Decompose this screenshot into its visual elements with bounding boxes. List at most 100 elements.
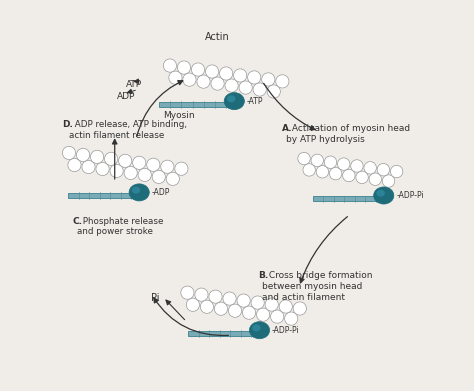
- Circle shape: [265, 298, 278, 311]
- Circle shape: [110, 164, 123, 178]
- Circle shape: [206, 65, 219, 78]
- Ellipse shape: [224, 93, 245, 110]
- Circle shape: [391, 165, 403, 178]
- Text: D.: D.: [62, 120, 73, 129]
- Circle shape: [133, 156, 146, 169]
- Circle shape: [369, 173, 382, 185]
- Text: Activation of myosin head: Activation of myosin head: [290, 124, 410, 133]
- FancyBboxPatch shape: [159, 102, 233, 107]
- Ellipse shape: [129, 184, 149, 201]
- Circle shape: [166, 172, 180, 185]
- Circle shape: [267, 85, 280, 98]
- Text: ADP: ADP: [117, 92, 135, 101]
- Text: Actin: Actin: [205, 32, 230, 42]
- Text: A.: A.: [282, 124, 292, 133]
- Ellipse shape: [249, 322, 270, 339]
- Circle shape: [177, 61, 191, 74]
- Circle shape: [247, 71, 261, 84]
- Circle shape: [197, 75, 210, 88]
- Text: ATP: ATP: [127, 81, 143, 90]
- Text: Myosin: Myosin: [163, 111, 195, 120]
- Circle shape: [239, 81, 252, 94]
- Circle shape: [195, 288, 208, 301]
- Text: and actin filament: and actin filament: [262, 293, 345, 302]
- Text: -ADP: -ADP: [152, 188, 170, 197]
- Circle shape: [223, 292, 236, 305]
- Circle shape: [91, 150, 104, 163]
- Circle shape: [124, 166, 137, 179]
- Circle shape: [209, 290, 222, 303]
- Circle shape: [298, 152, 310, 165]
- Circle shape: [175, 162, 188, 175]
- Circle shape: [383, 175, 395, 187]
- Text: Cross bridge formation: Cross bridge formation: [266, 271, 373, 280]
- Circle shape: [181, 286, 194, 299]
- Ellipse shape: [132, 187, 140, 194]
- Circle shape: [225, 79, 238, 92]
- Text: -ADP-Pi: -ADP-Pi: [396, 191, 424, 200]
- FancyBboxPatch shape: [313, 196, 383, 201]
- Ellipse shape: [374, 187, 394, 204]
- Circle shape: [82, 160, 95, 174]
- Circle shape: [152, 170, 165, 183]
- Circle shape: [164, 59, 176, 72]
- Text: ADP release, ATP binding,: ADP release, ATP binding,: [72, 120, 187, 129]
- Circle shape: [276, 75, 289, 88]
- Circle shape: [118, 154, 132, 167]
- FancyBboxPatch shape: [189, 331, 258, 336]
- Text: C.: C.: [72, 217, 82, 226]
- Circle shape: [169, 71, 182, 84]
- Ellipse shape: [227, 95, 236, 102]
- Circle shape: [243, 306, 255, 319]
- Circle shape: [76, 148, 90, 161]
- Circle shape: [186, 298, 200, 311]
- Circle shape: [234, 69, 247, 82]
- Circle shape: [256, 308, 270, 321]
- Circle shape: [351, 160, 363, 172]
- Circle shape: [211, 77, 224, 90]
- Circle shape: [316, 165, 328, 178]
- Text: -ATP: -ATP: [246, 97, 263, 106]
- Circle shape: [63, 146, 75, 160]
- Circle shape: [279, 300, 292, 313]
- Circle shape: [146, 158, 160, 171]
- Circle shape: [293, 302, 306, 315]
- Circle shape: [191, 63, 205, 76]
- Text: between myosin head: between myosin head: [262, 282, 363, 291]
- Text: Pi: Pi: [151, 293, 160, 303]
- Ellipse shape: [252, 325, 261, 332]
- Circle shape: [161, 160, 174, 173]
- Circle shape: [271, 310, 284, 323]
- Circle shape: [343, 169, 355, 182]
- Circle shape: [68, 158, 81, 172]
- Circle shape: [251, 296, 264, 309]
- Text: actin filament release: actin filament release: [69, 131, 164, 140]
- Circle shape: [96, 162, 109, 176]
- Ellipse shape: [376, 190, 385, 197]
- Circle shape: [183, 73, 196, 86]
- Circle shape: [356, 171, 368, 183]
- Circle shape: [337, 158, 350, 170]
- Text: by ATP hydrolysis: by ATP hydrolysis: [285, 135, 365, 144]
- Text: Phosphate release: Phosphate release: [80, 217, 163, 226]
- Circle shape: [377, 163, 390, 176]
- Circle shape: [324, 156, 337, 169]
- Circle shape: [214, 302, 228, 315]
- Circle shape: [364, 161, 376, 174]
- Circle shape: [262, 73, 275, 86]
- Circle shape: [253, 83, 266, 96]
- Circle shape: [284, 312, 298, 325]
- Circle shape: [201, 300, 213, 313]
- Circle shape: [303, 164, 315, 176]
- Circle shape: [138, 168, 151, 181]
- Text: B.: B.: [258, 271, 269, 280]
- FancyBboxPatch shape: [68, 193, 138, 198]
- Circle shape: [329, 167, 342, 180]
- Circle shape: [219, 67, 233, 80]
- Text: -ADP-Pi: -ADP-Pi: [272, 326, 300, 335]
- Circle shape: [105, 152, 118, 165]
- Circle shape: [228, 304, 242, 317]
- Circle shape: [237, 294, 250, 307]
- Circle shape: [311, 154, 323, 167]
- Text: and power stroke: and power stroke: [77, 227, 153, 236]
